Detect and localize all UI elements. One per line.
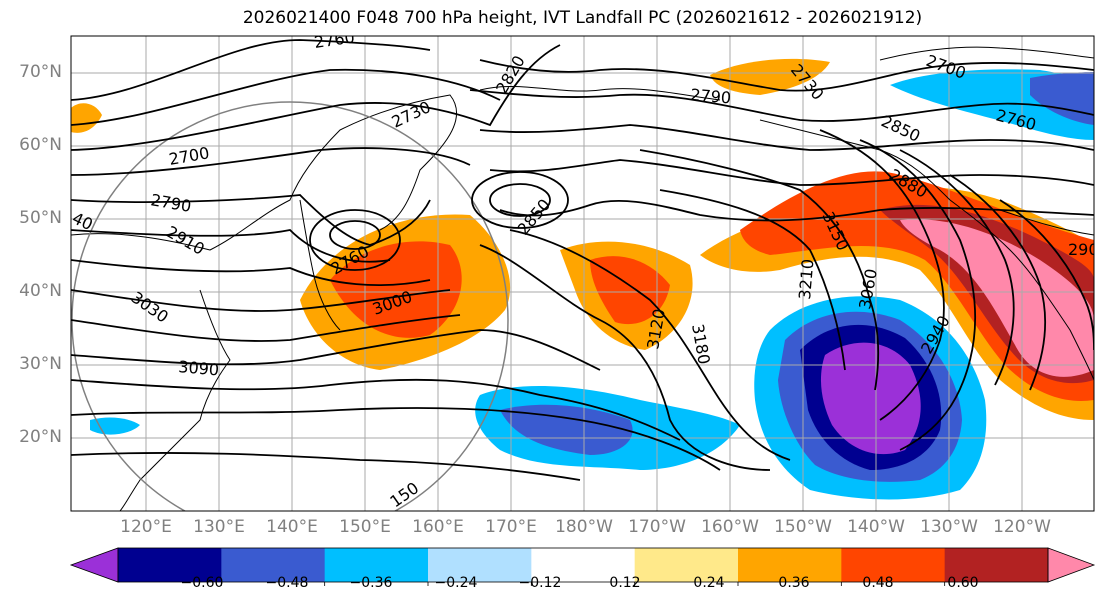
contour-label: 3090 (178, 357, 220, 379)
lat-label-70: 70°N (19, 62, 62, 82)
lat-label-30: 30°N (19, 354, 62, 374)
lon-label: 120°E (120, 517, 172, 537)
colorbar-tick-label: 0.36 (778, 575, 810, 591)
colorbar-tick-label: −0.36 (349, 575, 393, 591)
lon-label: 140°W (847, 517, 905, 537)
lon-label: 120°W (993, 517, 1051, 537)
colorbar-tick-label: −0.24 (434, 575, 478, 591)
lat-label-40: 40°N (19, 281, 62, 301)
coastlines (71, 46, 1094, 511)
lon-label: 140°E (266, 517, 318, 537)
lat-label-20: 20°N (19, 427, 62, 447)
colorbar-tick-label: −0.60 (180, 575, 224, 591)
map-frame (70, 35, 1095, 512)
graticule (71, 36, 1094, 511)
colorbar-tick-label: −0.12 (518, 575, 562, 591)
map-title: 2026021400 F048 700 hPa height, IVT Land… (242, 8, 923, 28)
lon-label: 170°W (628, 517, 686, 537)
contour-label: 2790 (690, 85, 732, 107)
lon-label: 150°W (774, 517, 832, 537)
lat-label-60: 60°N (19, 135, 62, 155)
colorbar-tick-label: 0.12 (609, 575, 641, 591)
contour-label: 3210 (795, 258, 817, 300)
lon-label: 130°W (920, 517, 978, 537)
lon-label: 170°E (485, 517, 537, 537)
colorbar-tick-label: −0.48 (265, 575, 309, 591)
ivt-negative-shading (90, 69, 1094, 500)
colorbar-tick-label: 0.48 (862, 575, 894, 591)
lat-label-50: 50°N (19, 208, 62, 228)
lon-label: 160°E (412, 517, 464, 537)
height-contours (71, 39, 1094, 481)
lon-label: 150°E (339, 517, 391, 537)
contour-label: 290 (1068, 240, 1099, 259)
lon-label: 160°W (701, 517, 759, 537)
lon-label: 180°W (555, 517, 613, 537)
colorbar-tick-label: 0.60 (947, 575, 979, 591)
lon-label: 130°E (193, 517, 245, 537)
colorbar-tick-label: 0.24 (693, 575, 725, 591)
